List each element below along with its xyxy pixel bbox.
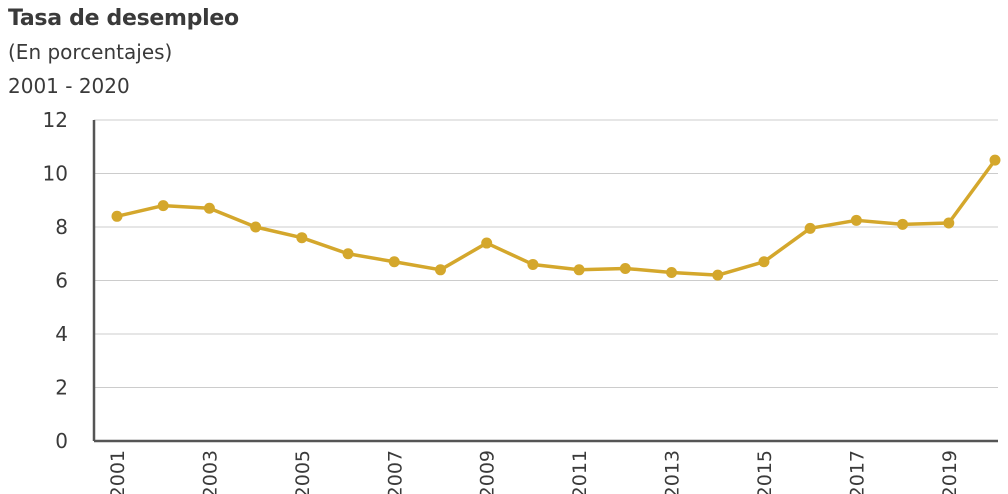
data-point [619,262,631,274]
y-tick-label: 4 [55,322,68,346]
data-point [203,202,215,214]
x-tick-label: 2019 [939,450,961,494]
data-point [527,258,539,270]
series-layer [111,154,1001,281]
y-tick-label: 2 [55,376,68,400]
data-point [157,200,169,212]
x-tick-label: 2011 [569,450,591,494]
data-point [296,232,308,244]
axis-layer [92,120,998,443]
y-tick-labels: 0 2 4 6 8 10 12 [43,108,68,453]
data-point [250,221,262,233]
series-line [115,158,997,277]
data-point [434,264,446,276]
x-tick-label: 2005 [292,450,314,494]
chart-period: 2001 - 2020 [8,74,130,98]
y-tick-label: 12 [43,108,68,132]
grid-layer [94,119,998,388]
chart-subtitle: (En porcentajes) [8,40,173,64]
data-point [850,214,862,226]
x-tick-label: 2003 [199,450,221,494]
chart-title: Tasa de desempleo [8,6,239,31]
x-tick-label: 2009 [477,450,499,494]
x-tick-label: 2017 [846,450,868,494]
data-point [712,269,724,281]
data-point [666,266,678,278]
data-point [573,264,585,276]
data-point [111,210,123,222]
data-point [943,217,955,229]
y-tick-label: 10 [43,162,68,186]
y-tick-label: 6 [55,269,68,293]
data-point [897,218,909,230]
x-tick-label: 2013 [662,450,684,494]
data-point [481,237,493,249]
data-point [989,154,1001,166]
data-point [342,248,354,260]
x-tick-label: 2015 [754,450,776,494]
x-tick-labels: 2001 2003 2005 2007 2009 2011 2013 2015 2017 2019 [107,450,961,494]
y-tick-label: 0 [55,429,68,453]
data-point [388,256,400,268]
x-tick-label: 2001 [107,450,129,494]
data-point [758,256,770,268]
x-tick-label: 2007 [384,450,406,494]
y-tick-label: 8 [55,215,68,239]
data-point [804,222,816,234]
